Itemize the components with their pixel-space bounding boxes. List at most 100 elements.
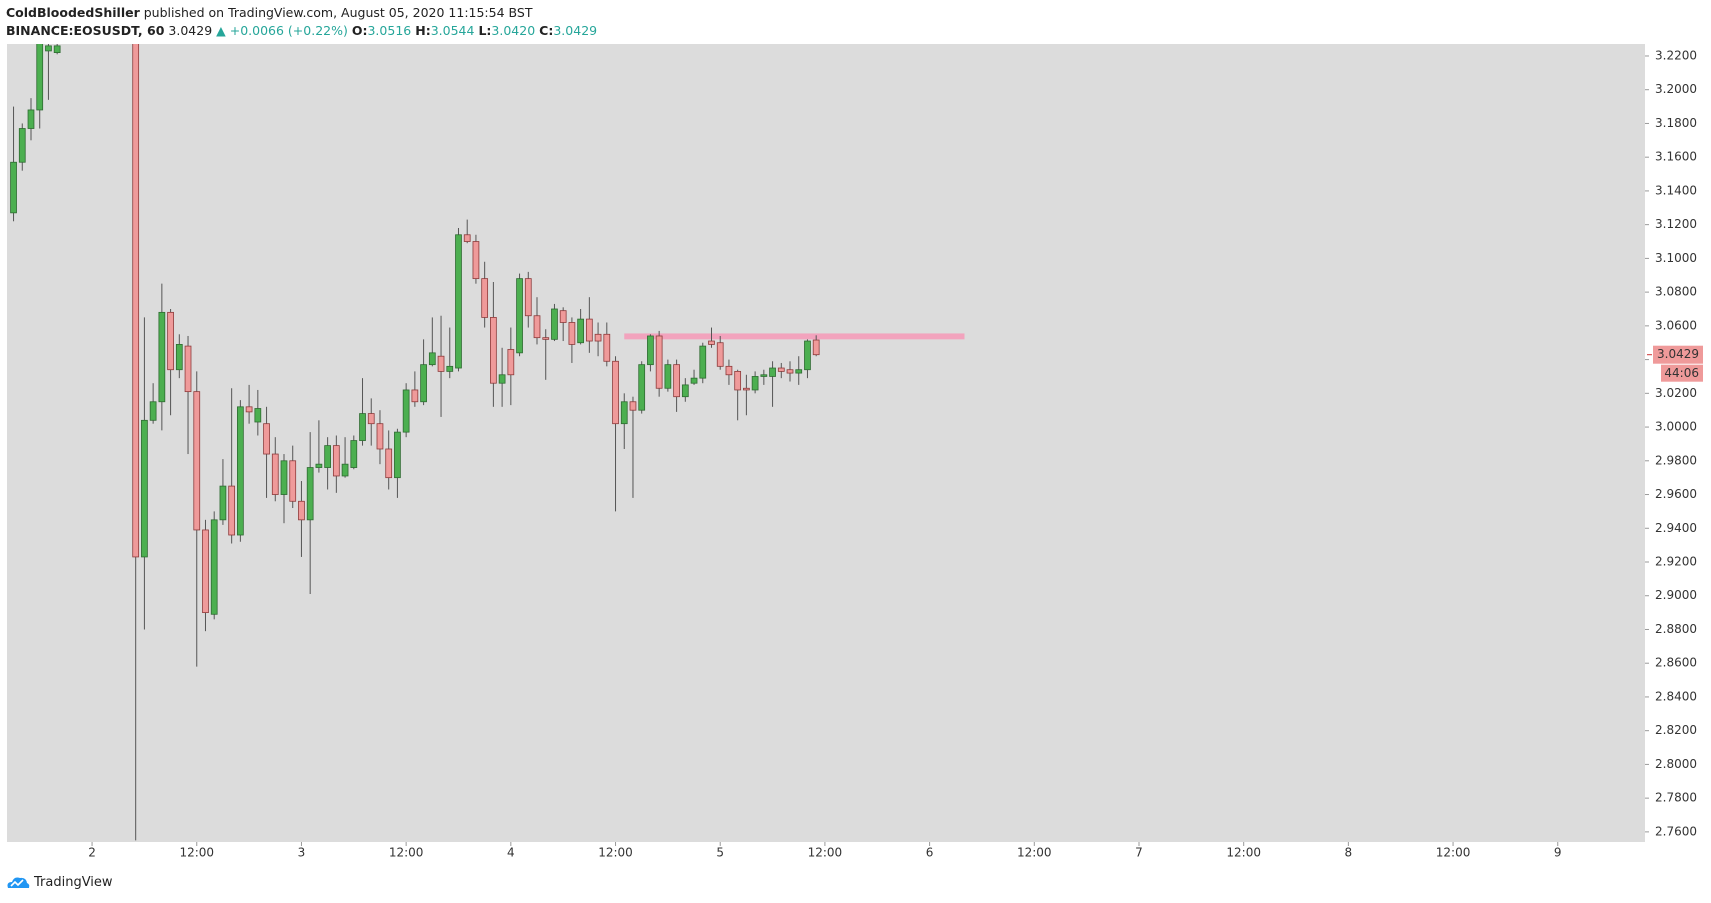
y-tick-label: 2.8800 [1655, 622, 1697, 636]
candle-body [664, 364, 672, 389]
last-price-label: 3.0429 [1657, 347, 1699, 361]
candle-body [568, 322, 576, 345]
candle-body [559, 310, 567, 323]
candle-body [376, 423, 384, 450]
candle-body [551, 308, 558, 340]
candle-body [690, 377, 698, 384]
x-tick-label: 4 [507, 846, 515, 860]
candle-body [324, 445, 331, 468]
candle-body [437, 355, 445, 372]
candle-body [36, 44, 44, 111]
y-tick-label: 3.0000 [1655, 420, 1697, 434]
x-tick-label: 12:00 [1436, 846, 1471, 860]
candle-body [228, 485, 236, 536]
change: ▲ +0.0066 (+0.22%) [216, 23, 348, 38]
candle-body [751, 376, 759, 391]
candle-body [655, 335, 663, 389]
x-tick-label: 12:00 [598, 846, 633, 860]
candle-body [681, 384, 689, 398]
y-tick-label: 2.9200 [1655, 555, 1697, 569]
y-tick-label: 2.8000 [1655, 757, 1697, 771]
candle-body [45, 45, 52, 52]
ohlc-label: C: [539, 23, 554, 38]
candle-body [812, 339, 820, 356]
y-tick-label: 3.1000 [1655, 251, 1697, 265]
y-tick-label: 3.2200 [1655, 48, 1697, 62]
candle-body [315, 463, 323, 468]
ohlc-value: 3.0544 [430, 23, 475, 38]
candle-body [359, 413, 366, 441]
candle-body [638, 364, 646, 411]
symbol: BINANCE:EOSUSDT, 60 [6, 23, 165, 38]
candle-body [149, 401, 157, 421]
x-tick-label: 12:00 [389, 846, 424, 860]
plot [10, 44, 965, 841]
candle-body [341, 463, 349, 477]
candle-body [219, 485, 227, 521]
ohlc-label: O: [351, 23, 368, 38]
x-tick-label: 9 [1554, 846, 1562, 860]
candle-body [629, 401, 637, 411]
candle-body [210, 519, 218, 615]
candle-body [175, 344, 183, 371]
candle-body [524, 278, 532, 317]
x-tick-label: 6 [926, 846, 934, 860]
y-tick-label: 3.1600 [1655, 150, 1697, 164]
candle-body [18, 128, 26, 163]
candle-body [708, 340, 715, 345]
x-tick-label: 7 [1135, 846, 1143, 860]
y-tick-label: 2.9600 [1655, 487, 1697, 501]
candle-body [289, 460, 297, 502]
y-tick-label: 3.0800 [1655, 285, 1697, 299]
resistance-zone [624, 333, 965, 340]
x-tick-label: 8 [1345, 846, 1353, 860]
y-tick-label: 3.2000 [1655, 82, 1697, 96]
x-tick-label: 12:00 [1226, 846, 1261, 860]
candle-body [507, 349, 515, 376]
candle-body [402, 389, 410, 433]
candle-body [498, 374, 506, 384]
x-tick-label: 2 [88, 846, 96, 860]
candle-body [699, 345, 707, 379]
candle-body [533, 315, 541, 339]
ohlc-label: H: [415, 23, 431, 38]
logo [7, 877, 30, 888]
candle-body [280, 460, 288, 495]
y-tick-label: 3.1800 [1655, 116, 1697, 130]
candle-body [585, 318, 593, 342]
y-tick-label: 2.8600 [1655, 656, 1697, 670]
countdown-box [1661, 364, 1703, 382]
candle-body [428, 352, 436, 366]
candle-body [647, 335, 654, 366]
candle-body [158, 311, 166, 403]
candle-body [10, 161, 17, 214]
y-tick-label: 2.8400 [1655, 689, 1697, 703]
author: ColdBloodedShiller [6, 5, 140, 20]
ohlc: O:3.0516 H:3.0544 L:3.0420 C:3.0429 [352, 23, 601, 38]
ohlc-value: 3.0516 [367, 23, 412, 38]
candle-body [743, 387, 750, 391]
header: ColdBloodedShiller published on TradingV… [6, 4, 601, 40]
candle-body [411, 389, 419, 403]
candle-body [202, 529, 209, 614]
candle-body [760, 374, 768, 377]
candle-body [263, 423, 270, 455]
x-tick-label: 12:00 [1017, 846, 1052, 860]
y-tick-label: 2.9000 [1655, 588, 1697, 602]
candle-body [394, 431, 401, 479]
y-tick-label: 3.0200 [1655, 386, 1697, 400]
candle-body [53, 45, 61, 54]
candle-body [804, 340, 811, 371]
candle-body [385, 448, 393, 479]
candle-body [490, 317, 497, 384]
candle-body [184, 345, 192, 393]
candle-body [795, 369, 803, 374]
candle-body [306, 467, 314, 521]
candle-body [472, 241, 480, 280]
chart: 3.2200 3.2000 3.1800 3.1600 3.1400 3.1200 3.10… [7, 44, 1703, 860]
ohlc-value: 3.0420 [491, 23, 536, 38]
candle-body [420, 364, 427, 403]
x-tick-label: 3 [298, 846, 306, 860]
candle-body [777, 367, 785, 372]
